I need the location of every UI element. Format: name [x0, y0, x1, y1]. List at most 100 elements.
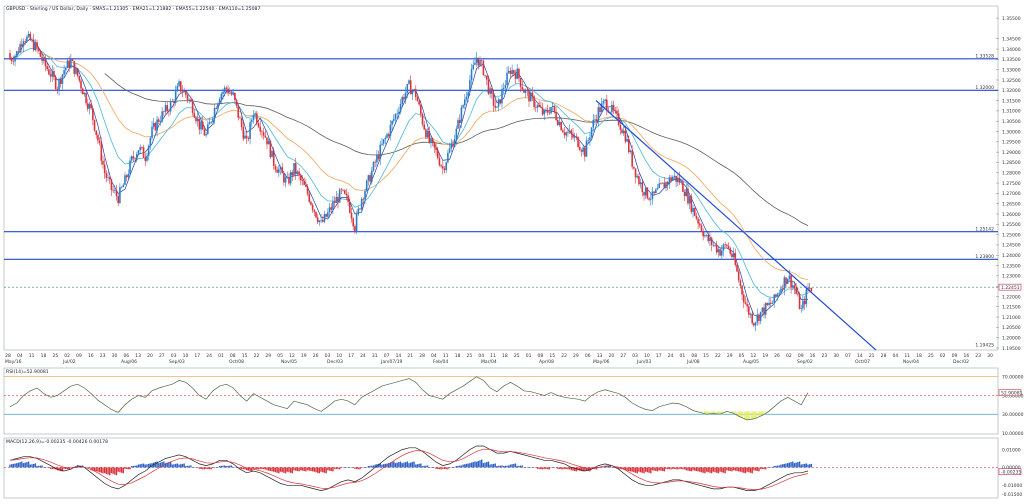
- macd-histogram-bar: [737, 467, 740, 472]
- rsi-line: [9, 376, 809, 421]
- macd-histogram-bar: [53, 467, 55, 470]
- macd-histogram-bar: [379, 463, 381, 468]
- candle-body: [364, 191, 366, 200]
- macd-histogram-bar: [409, 462, 412, 468]
- macd-histogram-bar: [156, 461, 158, 468]
- candle-body: [75, 68, 77, 74]
- candle-body: [599, 107, 601, 112]
- macd-histogram-bar: [702, 467, 704, 473]
- candle-body: [310, 201, 312, 205]
- candle-body: [136, 154, 138, 160]
- macd-histogram-bar: [682, 467, 684, 470]
- trendline[interactable]: [595, 100, 877, 351]
- price-tick-label: 1.21500: [1002, 305, 1021, 311]
- macd-histogram-bar: [480, 459, 483, 468]
- candle-body: [185, 90, 187, 95]
- macd-histogram-bar: [803, 463, 806, 468]
- candle-body: [577, 137, 579, 148]
- macd-histogram-bar: [557, 467, 559, 469]
- candle-body: [524, 90, 527, 93]
- macd-histogram-bar: [97, 467, 99, 472]
- candle-body: [558, 121, 561, 126]
- macd-histogram-bar: [185, 466, 187, 468]
- candle-body: [568, 130, 571, 133]
- candle-body: [39, 50, 42, 57]
- candle-body: [786, 278, 789, 284]
- candle-body: [440, 165, 442, 167]
- candle-body: [29, 33, 32, 41]
- macd-histogram-bar: [426, 465, 429, 468]
- candle-body: [335, 197, 338, 203]
- macd-histogram-bar: [629, 467, 632, 472]
- horizontal-levels[interactable]: [4, 58, 998, 288]
- candle-body: [168, 110, 170, 112]
- macd-histogram-bar: [119, 467, 121, 473]
- macd-histogram-bar: [639, 467, 642, 473]
- macd-histogram-bar: [565, 467, 567, 470]
- macd-histogram-bar: [562, 467, 564, 470]
- macd-histogram-bar: [519, 465, 522, 468]
- macd-histogram-bar: [283, 467, 285, 473]
- macd-histogram-bar: [27, 461, 30, 468]
- candle-body: [125, 175, 128, 178]
- candle-body: [391, 120, 393, 125]
- candle-body: [9, 53, 11, 60]
- macd-histogram-bar: [141, 463, 143, 468]
- candle-body: [514, 73, 517, 79]
- candle-body: [462, 105, 464, 108]
- candle-body: [697, 218, 699, 224]
- macd-histogram-bar: [748, 467, 750, 473]
- macd-histogram-bar: [256, 467, 258, 470]
- macd-histogram-bar: [132, 465, 135, 468]
- macd-histogram-bar: [695, 467, 698, 471]
- macd-histogram-bar: [502, 466, 505, 468]
- macd-line: [9, 445, 809, 491]
- candle-body: [653, 191, 655, 194]
- candle-body: [68, 60, 70, 68]
- x-day-label: 08: [230, 353, 236, 359]
- candle-body: [489, 88, 491, 94]
- macd-histogram-bar: [367, 466, 370, 468]
- candle-body: [315, 211, 317, 218]
- macd-histogram-bar: [330, 467, 332, 471]
- x-day-label: 09: [798, 353, 804, 359]
- macd-histogram-bar: [146, 464, 148, 468]
- candle-body: [497, 99, 500, 107]
- candle-body: [469, 80, 471, 93]
- macd-histogram-bar: [225, 466, 228, 468]
- x-month-label: Aug/05: [743, 359, 759, 365]
- macd-histogram-bar: [692, 467, 694, 471]
- macd-histogram-bar: [626, 467, 628, 471]
- candle-body: [401, 97, 404, 104]
- macd-histogram-bar: [394, 463, 397, 468]
- candle-body: [589, 137, 591, 141]
- macd-histogram-bar: [633, 467, 635, 473]
- macd-histogram-bar: [371, 465, 373, 468]
- candle-body: [349, 201, 351, 213]
- candle-body: [49, 74, 52, 77]
- candle-body: [200, 121, 202, 130]
- macd-histogram-bar: [311, 467, 314, 472]
- candle-body: [359, 208, 361, 210]
- candle-body: [347, 195, 349, 202]
- candle-body: [141, 147, 143, 148]
- candle-body: [540, 106, 542, 108]
- candle-body: [213, 107, 216, 119]
- macd-histogram-bar: [540, 467, 542, 470]
- macd-histogram-bar: [190, 465, 192, 468]
- candle-body: [244, 135, 246, 139]
- price-tick-label: 1.32000: [1002, 88, 1021, 94]
- candle-body: [196, 118, 199, 122]
- macd-histogram-bar: [474, 461, 476, 468]
- macd-histogram-bar: [186, 465, 189, 468]
- macd-histogram-bar: [765, 467, 767, 470]
- candle-body: [357, 208, 360, 215]
- candle-body: [36, 42, 38, 48]
- macd-histogram-bar: [710, 467, 713, 474]
- candle-body: [156, 119, 158, 131]
- macd-histogram-bar: [10, 464, 13, 468]
- candle-body: [693, 207, 696, 216]
- candle-body: [303, 180, 305, 185]
- rsi-panel: 70.00000 50.00000 30.00000 10.00000 52.90081: [4, 374, 1024, 437]
